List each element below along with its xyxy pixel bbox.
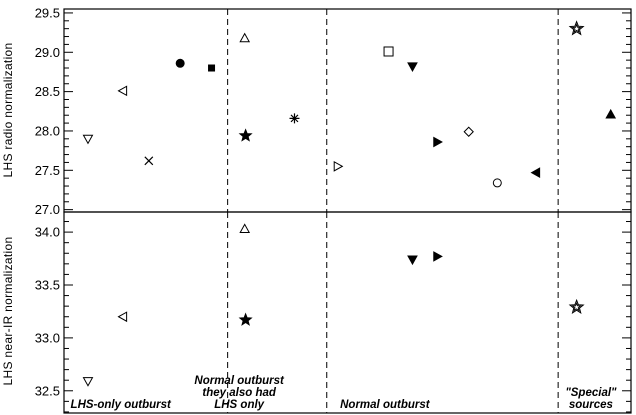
data-point-triangle-up-open	[239, 32, 251, 43]
data-point-triangle-left-open	[117, 311, 128, 323]
top-panel: LHS radio normalization	[1, 43, 15, 178]
data-point-triangle-right-filled	[433, 136, 443, 148]
data-point-diamond-open	[463, 126, 474, 137]
region-label-4-line-1: "Special"	[565, 387, 617, 399]
data-point-triangle-up-filled	[605, 108, 617, 119]
data-point-square-open	[383, 46, 394, 57]
data-point-triangle-down-filled	[407, 62, 418, 72]
y-tick-label: 33.5	[35, 277, 60, 292]
region-label-2-line-1: Normal outburst	[194, 375, 285, 387]
star-inner	[571, 301, 582, 312]
data-point-asterisk	[289, 113, 300, 124]
y-tick-label: 27.5	[35, 163, 60, 178]
region-label-4-line-2: sources	[569, 399, 613, 411]
y-tick-label: 27.0	[35, 202, 60, 217]
data-point-triangle-down-open	[82, 134, 94, 145]
region-label-1-line-1: LHS-only outburst	[71, 399, 172, 411]
data-point-star-open	[568, 298, 585, 314]
y-tick-label: 33.0	[35, 330, 60, 345]
star-inner	[571, 23, 582, 33]
data-point-cross	[144, 156, 154, 166]
data-point-circle-open	[492, 178, 502, 188]
y-tick-label: 32.5	[35, 383, 60, 398]
bottom-panel: LHS near-IR normalization	[1, 237, 15, 386]
data-point-star-open	[568, 20, 585, 36]
data-point-star-filled	[238, 128, 253, 142]
y-tick-label: 34.0	[35, 225, 60, 240]
y-tick-label: 28.5	[35, 84, 60, 99]
data-point-triangle-right-filled	[433, 251, 443, 262]
panel-2-plot: 32.5 33.0 33.5 34.0 LHS-only outburst Normal …	[35, 211, 632, 414]
data-point-triangle-up-open	[239, 223, 251, 234]
region-label-2-line-3: LHS only	[214, 399, 264, 411]
data-point-triangle-left-open	[117, 85, 128, 97]
data-point-square-filled-small	[208, 64, 216, 72]
region-label-2-line-2: they also had	[202, 387, 276, 399]
region-label-3-line-1: Normal outburst	[340, 399, 431, 411]
data-point-triangle-down-open	[82, 377, 94, 387]
bottom-panel-y-axis-title: LHS near-IR normalization	[1, 237, 15, 386]
y-tick-label: 28.0	[35, 123, 60, 138]
data-point-circle-filled	[175, 58, 185, 68]
data-point-triangle-left-filled	[530, 167, 541, 179]
data-point-triangle-right-open	[333, 161, 344, 172]
y-tick-label: 29.5	[35, 5, 60, 20]
panel-1-plot: 27.0 27.5 28.0 28.5 29.0 29.5	[35, 5, 632, 217]
panel-1-frame	[63, 8, 632, 213]
data-point-star-filled	[238, 312, 253, 326]
top-panel-y-axis-title: LHS radio normalization	[1, 43, 15, 178]
data-point-triangle-down-filled	[407, 255, 418, 266]
y-tick-label: 29.0	[35, 45, 60, 60]
panel-2-frame	[63, 211, 632, 414]
